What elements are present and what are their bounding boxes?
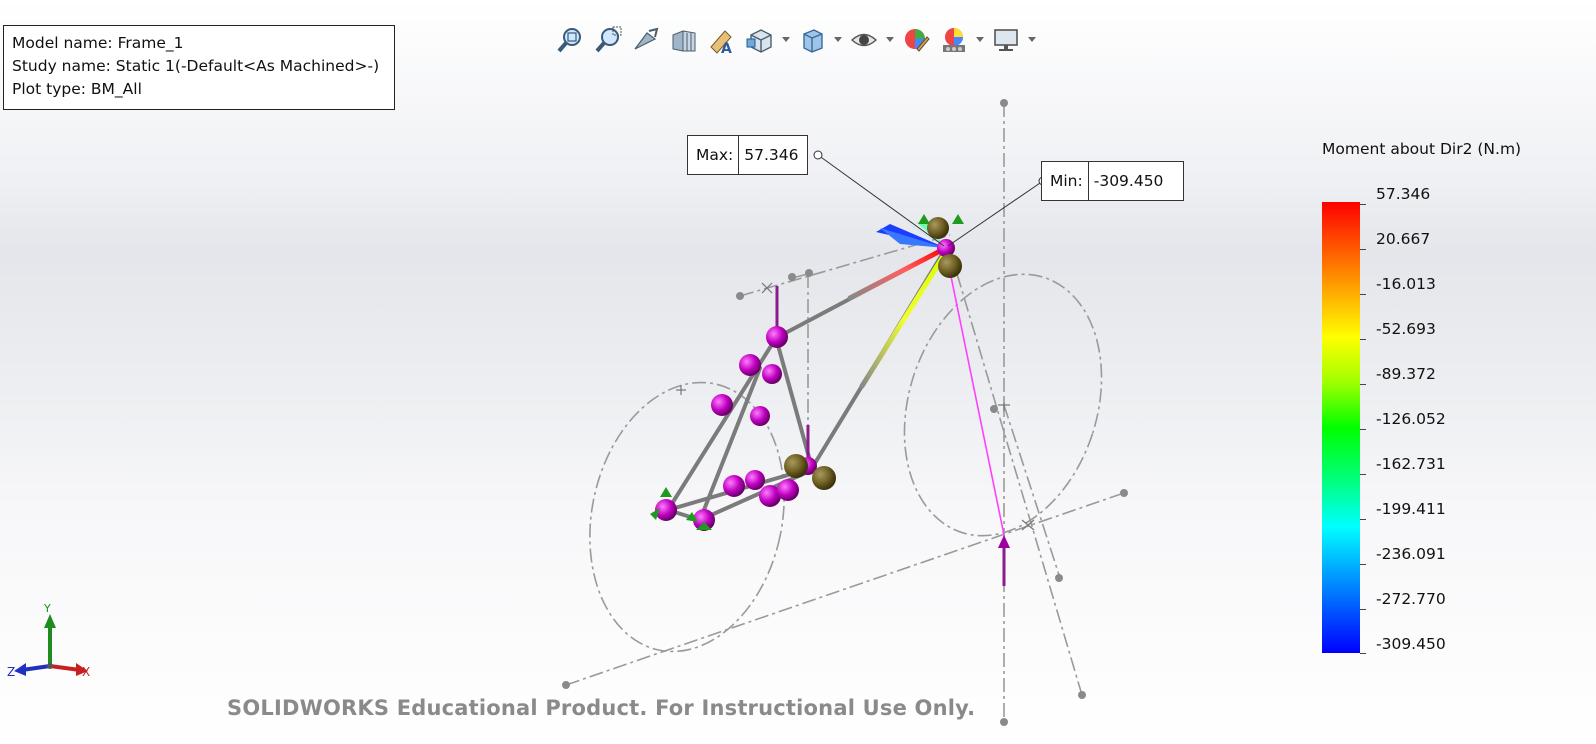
max-value: 57.346 (744, 146, 799, 164)
triad-z-label: Z (7, 665, 15, 679)
fixture-markers (650, 214, 964, 530)
legend-label: 57.346 (1376, 185, 1431, 203)
min-label: Min: (1042, 162, 1089, 200)
educational-watermark: SOLIDWORKS Educational Product. For Inst… (227, 696, 976, 720)
legend-tick (1360, 339, 1366, 340)
model-name: Model name: Frame_1 (12, 34, 184, 52)
joints-magenta (655, 239, 955, 531)
zoom-to-fit-icon[interactable] (553, 23, 587, 57)
legend-tick (1360, 564, 1366, 565)
apply-scene-dropdown-icon[interactable] (975, 23, 985, 57)
legend-label: -272.770 (1376, 590, 1446, 608)
reference-triad: Y X Z (7, 602, 90, 679)
legend-label: -16.013 (1376, 275, 1436, 293)
legend-label: -52.693 (1376, 320, 1436, 338)
legend-label: -309.450 (1376, 635, 1446, 653)
view-settings-icon[interactable] (989, 23, 1023, 57)
apply-scene-icon[interactable] (937, 23, 971, 57)
sketch-geometry (565, 103, 1125, 722)
view-settings-dropdown-icon[interactable] (1027, 23, 1037, 57)
display-style-dropdown-icon[interactable] (833, 23, 843, 57)
legend-label: -199.411 (1376, 500, 1446, 518)
joints-fixture (784, 217, 962, 490)
legend-tick (1360, 609, 1366, 610)
max-label: Max: (688, 136, 740, 174)
study-name: Study name: Static 1(-Default<As Machine… (12, 57, 380, 75)
legend-tick (1360, 429, 1366, 430)
previous-view-icon[interactable] (629, 23, 663, 57)
legend-tick (1360, 249, 1366, 250)
hide-show-items-icon[interactable] (847, 23, 881, 57)
hide-show-items-dropdown-icon[interactable] (885, 23, 895, 57)
edit-appearance-icon[interactable] (899, 23, 933, 57)
svg-text:A: A (721, 41, 732, 55)
zoom-to-area-icon[interactable] (591, 23, 625, 57)
legend-tick (1360, 294, 1366, 295)
triad-y-label: Y (43, 602, 51, 615)
legend-tick (1360, 519, 1366, 520)
min-value: -309.450 (1093, 172, 1164, 190)
min-callout[interactable]: Min: -309.450 (1041, 161, 1184, 201)
legend-tick (1360, 474, 1366, 475)
legend-color-bar[interactable] (1322, 202, 1360, 653)
legend-tick (1360, 204, 1366, 205)
plot-type: Plot type: BM_All (12, 80, 142, 98)
legend-ticks (1360, 202, 1370, 654)
section-view-icon[interactable] (667, 23, 701, 57)
legend-label: -126.052 (1376, 410, 1446, 428)
legend-label: -162.731 (1376, 455, 1446, 473)
legend-label: 20.667 (1376, 230, 1431, 248)
triad-x-label: X (82, 665, 90, 679)
legend-label: -236.091 (1376, 545, 1446, 563)
legend-title: Moment about Dir2 (N.m) (1322, 140, 1522, 158)
plot-tools-icon[interactable]: A (705, 23, 739, 57)
legend-tick (1360, 384, 1366, 385)
study-info-box: Model name: Frame_1 Study name: Static 1… (3, 25, 395, 110)
legend-tick (1360, 653, 1366, 654)
max-callout[interactable]: Max: 57.346 (687, 135, 808, 175)
frame-beams (666, 245, 1005, 536)
load-arrows (775, 286, 1006, 586)
heads-up-view-toolbar: A (553, 20, 1037, 60)
sketch-points (562, 99, 1128, 726)
view-orientation-dropdown-icon[interactable] (781, 23, 791, 57)
legend-label: -89.372 (1376, 365, 1436, 383)
display-style-icon[interactable] (795, 23, 829, 57)
view-orientation-icon[interactable] (743, 23, 777, 57)
